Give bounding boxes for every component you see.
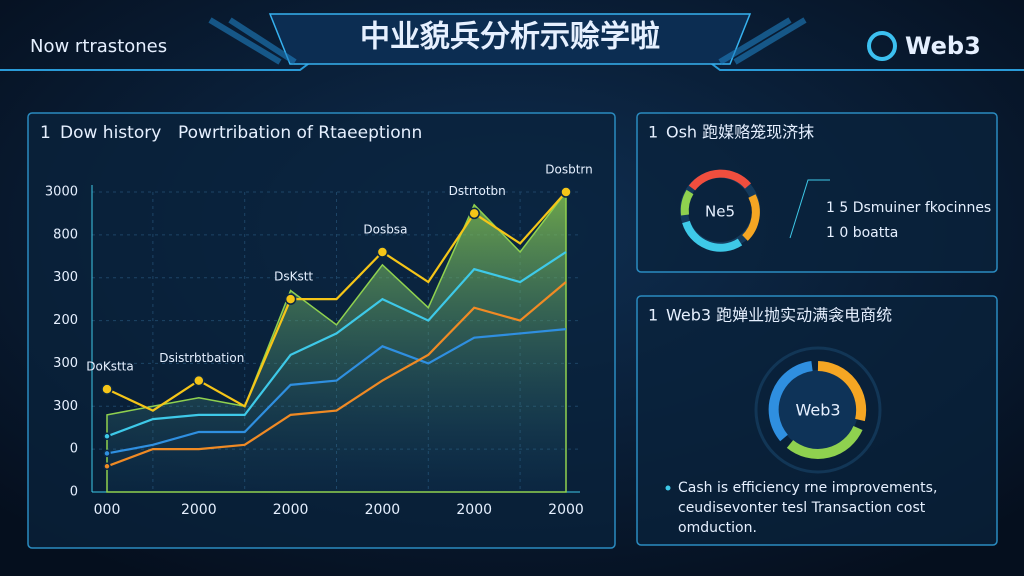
line xyxy=(106,251,567,438)
top-panel xyxy=(636,112,998,273)
donut-arc xyxy=(680,189,694,216)
y-tick-label: 200 xyxy=(53,313,78,328)
y-tick-label: 300 xyxy=(53,356,78,371)
header-stripes xyxy=(208,17,807,65)
x-tick-label: 2000 xyxy=(548,502,584,518)
point xyxy=(284,293,297,305)
legend-item: 1 5 Dsmuiner fkocinnes xyxy=(826,200,991,216)
point xyxy=(103,449,111,458)
annotation: Dstrtotbn xyxy=(449,184,506,198)
y-tick-label: 3000 xyxy=(45,185,78,200)
x-tick-label: 2000 xyxy=(365,502,401,518)
y-tick-label: 0 xyxy=(70,442,78,457)
bullet xyxy=(665,485,671,491)
header-left: Now rtrastones xyxy=(30,36,167,57)
y-tick-label: 300 xyxy=(53,270,78,285)
panel-num: 1 xyxy=(40,123,51,143)
donut-arc xyxy=(688,169,752,191)
donut-arc xyxy=(682,220,743,252)
x-tick-label: 2000 xyxy=(273,502,309,518)
x-tick-label: 2000 xyxy=(181,502,217,518)
panel-title: Osh 跑媒赂笼现济抹 xyxy=(666,123,814,142)
annotation: Dosbsa xyxy=(363,223,407,237)
annotation: DoKstta xyxy=(86,360,133,374)
donut-label: Ne5 xyxy=(705,203,735,221)
donut-ring xyxy=(754,346,882,474)
y-tick-label: 800 xyxy=(53,227,78,242)
line xyxy=(106,281,567,468)
point xyxy=(193,374,205,387)
note-line: ceudisevonter tesl Transaction cost xyxy=(678,500,926,516)
point xyxy=(103,462,111,471)
donut-arc xyxy=(768,361,813,442)
annotation: Dsistrbtbation xyxy=(159,351,244,365)
donut-label: Web3 xyxy=(795,401,840,420)
donut-core xyxy=(778,370,858,450)
panel-subtitle: Powrtribation of Rtaeeptionn xyxy=(178,123,422,143)
point xyxy=(101,383,113,395)
header-title: 中业貌兵分析示赊学啦 xyxy=(360,20,660,55)
brand-icon xyxy=(867,31,897,61)
point xyxy=(560,186,572,198)
header: Now rtrastones 中业貌兵分析示赊学啦 Web3 xyxy=(0,13,1024,71)
y-tick-label: 0 xyxy=(70,485,78,500)
legend-item: 1 0 boatta xyxy=(826,225,898,241)
panel-title: Dow history xyxy=(60,123,161,143)
point xyxy=(468,207,480,220)
x-tick-label: 000 xyxy=(94,502,121,518)
donut-bottom xyxy=(754,346,882,474)
point xyxy=(376,246,389,258)
brand: Web3 xyxy=(905,32,981,60)
annotation: Dosbtrn xyxy=(545,163,592,177)
line xyxy=(106,191,567,412)
line-chart: 0 0 300 300 200 300 800 3000 000 2000 2000 2000 2000… xyxy=(45,163,593,519)
header-plate xyxy=(268,13,752,65)
note-line: omduction. xyxy=(678,520,757,536)
donut-arc xyxy=(786,425,863,459)
panel-title: Web3 跑婵业抛实动满衾电商统 xyxy=(666,306,892,325)
y-tick-label: 300 xyxy=(53,399,78,414)
donut-arc xyxy=(817,361,867,422)
annotation: DsKstt xyxy=(274,270,313,284)
line xyxy=(106,328,567,455)
donut-arc xyxy=(742,194,760,241)
point xyxy=(103,432,111,441)
donut-top xyxy=(680,169,760,252)
x-tick-label: 2000 xyxy=(456,502,492,518)
panel-num: 1 xyxy=(648,306,658,325)
leader-line xyxy=(789,179,830,239)
panel-num: 1 xyxy=(648,123,658,142)
note-line: Cash is efficiency rne improvements, xyxy=(678,480,937,496)
